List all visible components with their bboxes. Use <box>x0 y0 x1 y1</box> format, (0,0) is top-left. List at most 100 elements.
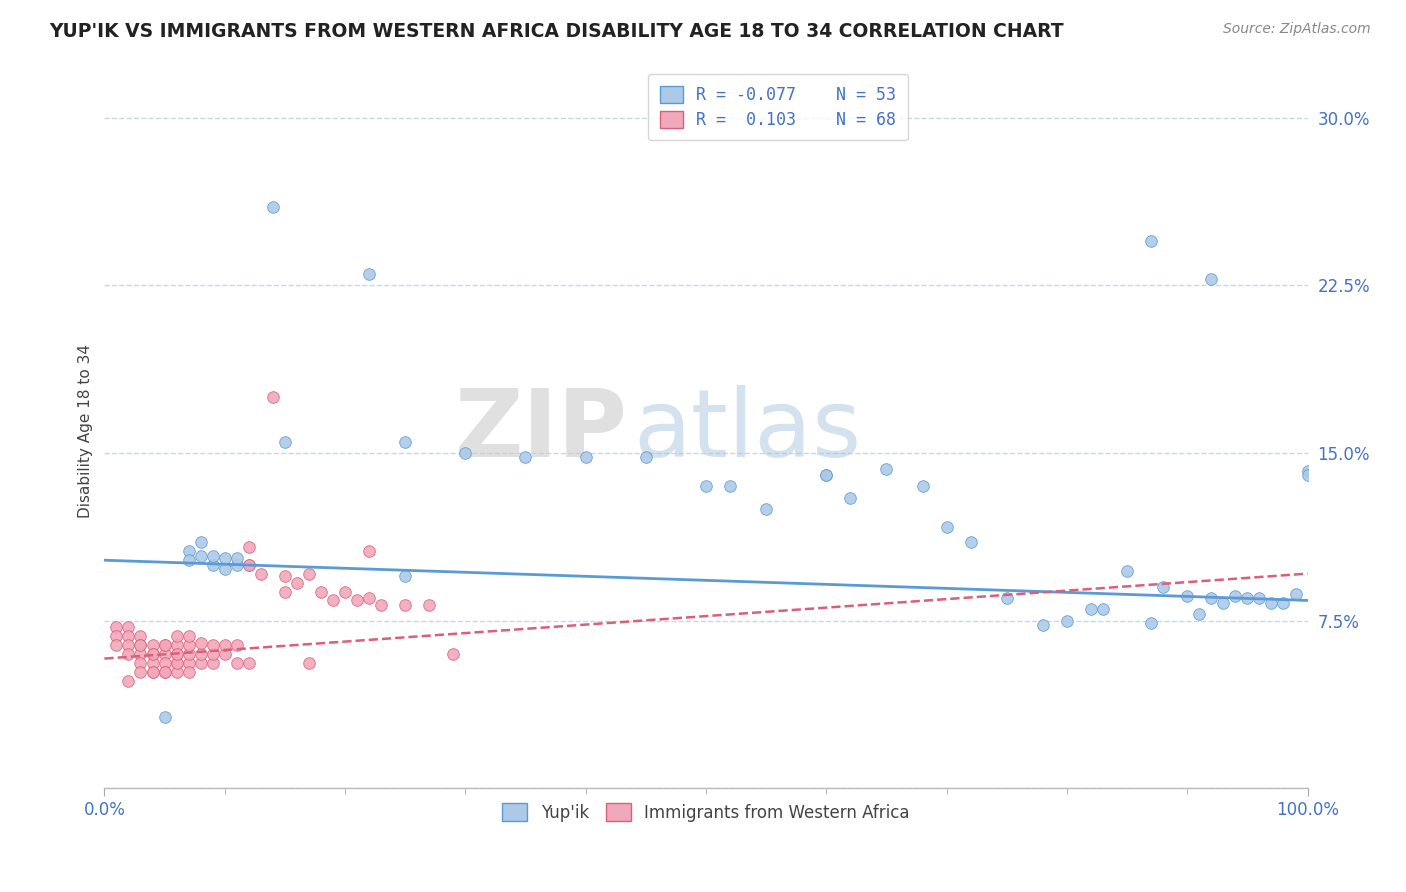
Text: ZIP: ZIP <box>456 384 627 476</box>
Point <box>201 549 224 563</box>
Point <box>190 636 212 650</box>
Point <box>285 575 308 590</box>
Point <box>214 551 236 566</box>
Point <box>105 620 128 634</box>
Point <box>238 558 260 572</box>
Point <box>238 656 260 670</box>
Point <box>394 434 416 449</box>
Point <box>153 665 176 679</box>
Point <box>117 673 139 688</box>
Point <box>141 656 163 670</box>
Point <box>359 544 381 558</box>
Point <box>418 598 440 612</box>
Point <box>1152 580 1174 594</box>
Point <box>515 450 537 465</box>
Point <box>141 665 163 679</box>
Point <box>166 647 188 661</box>
Point <box>117 620 139 634</box>
Point <box>755 501 778 516</box>
Point <box>1260 596 1282 610</box>
Point <box>166 656 188 670</box>
Point <box>695 479 717 493</box>
Point <box>1140 615 1163 630</box>
Point <box>225 558 247 572</box>
Point <box>359 591 381 606</box>
Point <box>1296 468 1319 483</box>
Point <box>141 647 163 661</box>
Point <box>1201 271 1223 285</box>
Point <box>1032 618 1054 632</box>
Text: atlas: atlas <box>634 384 862 476</box>
Point <box>935 519 957 533</box>
Point <box>1236 591 1258 606</box>
Point <box>201 656 224 670</box>
Point <box>911 479 934 493</box>
Point <box>190 535 212 549</box>
Point <box>1056 614 1078 628</box>
Point <box>1296 464 1319 478</box>
Point <box>201 638 224 652</box>
Point <box>129 638 152 652</box>
Point <box>1272 596 1295 610</box>
Point <box>238 558 260 572</box>
Point <box>1080 602 1102 616</box>
Point <box>959 535 981 549</box>
Point <box>153 638 176 652</box>
Point <box>129 647 152 661</box>
Point <box>105 629 128 643</box>
Point <box>214 562 236 576</box>
Point <box>141 647 163 661</box>
Point <box>201 558 224 572</box>
Point <box>298 656 321 670</box>
Point <box>105 638 128 652</box>
Point <box>129 629 152 643</box>
Point <box>815 468 838 483</box>
Text: YUP'IK VS IMMIGRANTS FROM WESTERN AFRICA DISABILITY AGE 18 TO 34 CORRELATION CHA: YUP'IK VS IMMIGRANTS FROM WESTERN AFRICA… <box>49 22 1064 41</box>
Point <box>346 593 368 607</box>
Point <box>1201 591 1223 606</box>
Point <box>718 479 741 493</box>
Point <box>153 709 176 723</box>
Point <box>333 584 356 599</box>
Point <box>225 638 247 652</box>
Point <box>1212 596 1234 610</box>
Point <box>177 544 200 558</box>
Point <box>1116 565 1139 579</box>
Point <box>995 591 1018 606</box>
Point <box>1092 602 1115 616</box>
Point <box>166 647 188 661</box>
Point <box>839 491 862 505</box>
Point <box>1140 234 1163 248</box>
Point <box>875 461 897 475</box>
Legend: Yup'ik, Immigrants from Western Africa: Yup'ik, Immigrants from Western Africa <box>494 795 918 830</box>
Point <box>166 656 188 670</box>
Point <box>214 638 236 652</box>
Point <box>214 647 236 661</box>
Point <box>117 647 139 661</box>
Point <box>166 665 188 679</box>
Point <box>153 656 176 670</box>
Point <box>201 647 224 661</box>
Point <box>274 584 297 599</box>
Point <box>225 656 247 670</box>
Point <box>177 629 200 643</box>
Point <box>1284 587 1306 601</box>
Point <box>117 629 139 643</box>
Point <box>262 390 284 404</box>
Point <box>298 566 321 581</box>
Point <box>141 638 163 652</box>
Point <box>153 638 176 652</box>
Point <box>190 656 212 670</box>
Point <box>153 647 176 661</box>
Point <box>394 598 416 612</box>
Point <box>177 553 200 567</box>
Point <box>322 593 344 607</box>
Point <box>815 468 838 483</box>
Point <box>141 665 163 679</box>
Point <box>274 569 297 583</box>
Point <box>262 200 284 214</box>
Point <box>1225 589 1247 603</box>
Point <box>129 638 152 652</box>
Point <box>575 450 598 465</box>
Point <box>454 446 477 460</box>
